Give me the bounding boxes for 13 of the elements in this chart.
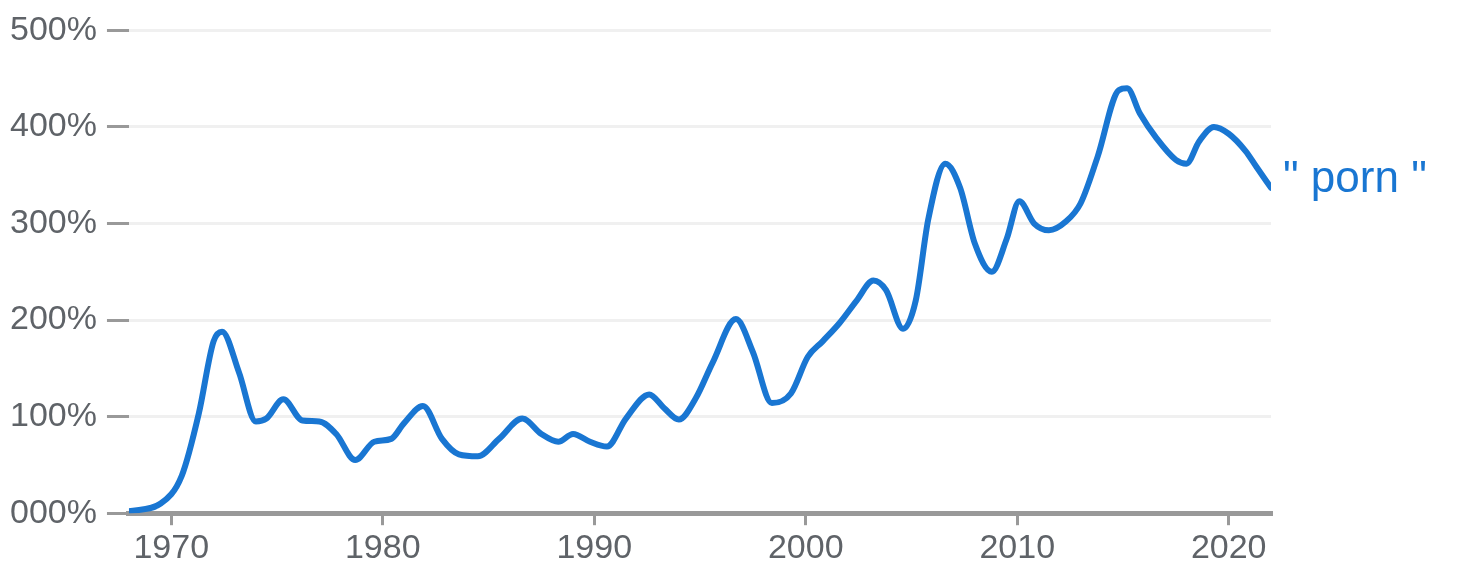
y-tick-label: 000% [9, 491, 97, 530]
x-tick-label: 2010 [979, 526, 1056, 565]
y-tick-label: 500% [9, 8, 97, 47]
y-tick-label: 300% [9, 201, 97, 240]
x-tick-label: 1970 [133, 526, 210, 565]
y-tick-label: 200% [9, 298, 97, 337]
x-tick-label: 2020 [1190, 526, 1267, 565]
x-tick-label: 1990 [556, 526, 633, 565]
y-tick-label: 100% [9, 395, 97, 434]
x-tick-label: 1980 [344, 526, 421, 565]
x-tick-label: 2000 [767, 526, 844, 565]
y-tick-label: 400% [9, 105, 97, 144]
series-label: " porn " [1283, 151, 1427, 201]
